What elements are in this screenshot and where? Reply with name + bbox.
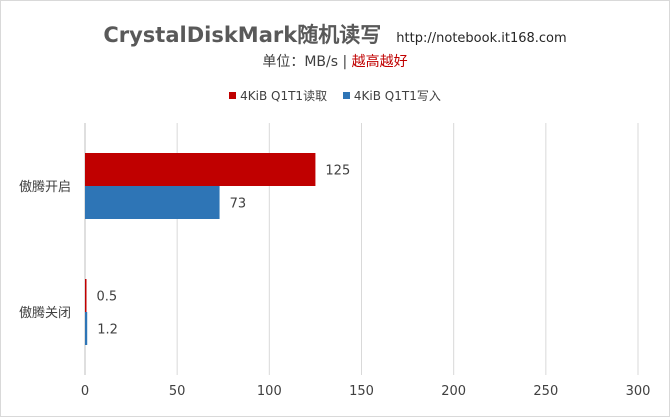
legend-item-write: 4KiB Q1T1写入 <box>342 87 441 104</box>
chart-title: CrystalDiskMark随机读写 <box>103 23 382 47</box>
bar-0-1 <box>85 186 220 219</box>
legend-label-read: 4KiB Q1T1读取 <box>240 89 328 103</box>
higher-is-better-note: 越高越好 <box>351 54 408 70</box>
source-url: http://notebook.it168.com <box>396 31 567 46</box>
legend-swatch-write <box>342 92 350 99</box>
title-row: CrystalDiskMark随机读写 http://notebook.it16… <box>1 19 669 49</box>
data-label-0-0: 125 <box>325 164 350 179</box>
legend-label-write: 4KiB Q1T1写入 <box>353 89 441 103</box>
x-tick-label-5: 250 <box>533 384 558 399</box>
legend-item-read: 4KiB Q1T1读取 <box>229 87 327 104</box>
x-tick-label-6: 300 <box>626 384 651 399</box>
data-label-1-1: 1.2 <box>97 323 118 338</box>
chart-subtitle: 单位：MB/s | 越高越好 <box>1 51 669 71</box>
data-label-0-1: 73 <box>230 197 247 212</box>
legend-swatch-read <box>229 92 237 99</box>
bar-1-0 <box>85 279 87 312</box>
x-tick-label-4: 200 <box>441 384 466 399</box>
category-label-1: 傲腾关闭 <box>19 305 71 321</box>
x-tick-label-3: 150 <box>349 384 374 399</box>
chart-legend: 4KiB Q1T1读取 4KiB Q1T1写入 <box>1 87 669 104</box>
data-label-1-0: 0.5 <box>97 290 118 305</box>
x-tick-label-0: 0 <box>81 384 89 399</box>
unit-label: 单位：MB/s | <box>262 54 352 70</box>
category-label-0: 傲腾开启 <box>19 179 71 195</box>
bar-1-1 <box>85 312 88 345</box>
bar-0-0 <box>85 153 316 186</box>
x-tick-label-1: 50 <box>169 384 186 399</box>
x-tick-label-2: 100 <box>257 384 282 399</box>
